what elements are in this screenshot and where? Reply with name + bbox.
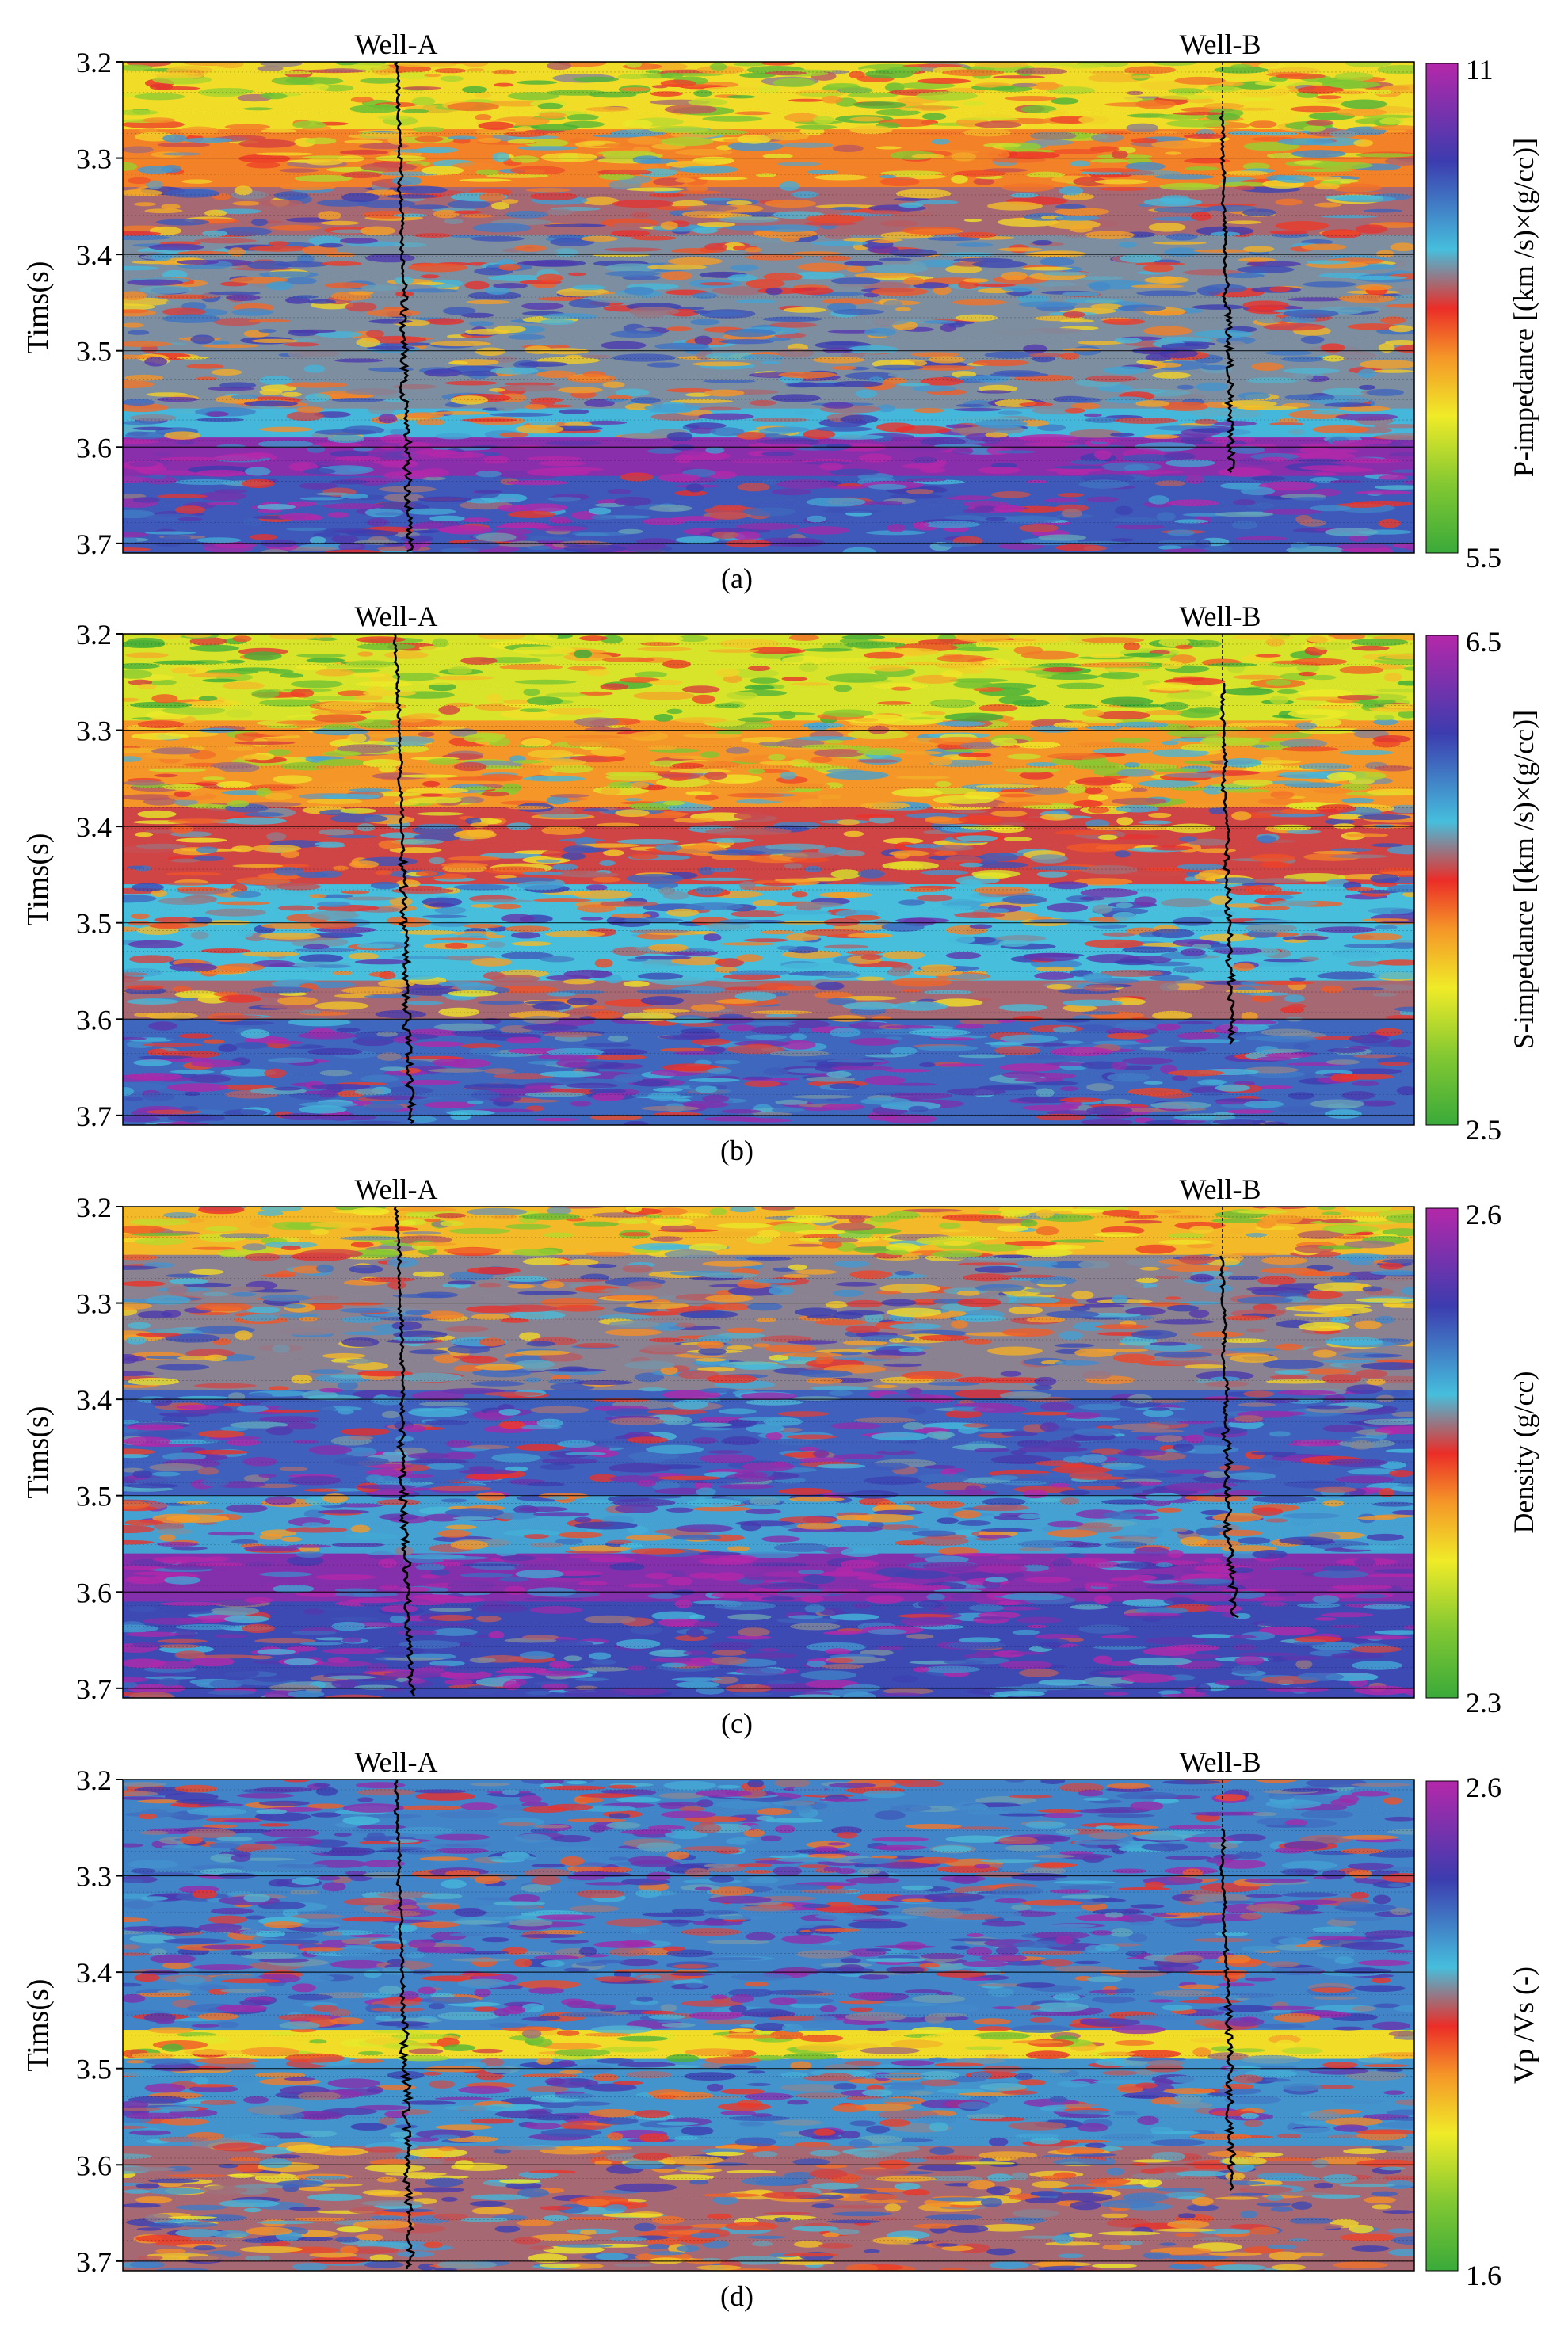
y-tick-label: 3.4 — [76, 1384, 112, 1416]
panel-label: (d) — [720, 2280, 753, 2312]
y-tick-label: 3.4 — [76, 239, 112, 271]
y-tick-label: 3.5 — [76, 2054, 112, 2085]
plot-frame — [122, 1779, 1415, 2272]
colorbar-max-label: 6.5 — [1466, 626, 1501, 658]
panel-label: (a) — [721, 563, 753, 594]
colorbar — [1425, 635, 1459, 1126]
well-log-trace — [1219, 1255, 1239, 1619]
well-log-trace — [392, 634, 417, 1124]
plot-frame — [122, 61, 1415, 554]
y-tick-label: 3.5 — [76, 908, 112, 940]
well-log-trace — [393, 1780, 415, 2270]
y-tick-label: 3.7 — [76, 1673, 112, 1705]
colorbar-min-label: 5.5 — [1466, 542, 1501, 574]
colorbar — [1425, 1207, 1459, 1699]
well-label: Well-A — [354, 1173, 437, 1205]
y-tick-label: 3.3 — [76, 1861, 112, 1893]
seismic-section — [123, 1207, 1414, 1698]
well-log-trace — [1219, 1828, 1237, 2192]
well-log-trace — [393, 1207, 416, 1697]
y-tick-label: 3.7 — [76, 528, 112, 560]
y-tick-label: 3.5 — [76, 1481, 112, 1513]
plot-frame — [122, 1206, 1415, 1699]
colorbar — [1425, 1780, 1459, 2272]
y-tick-label: 3.2 — [76, 1764, 112, 1796]
seismic-section — [123, 62, 1414, 553]
well-label: Well-A — [354, 29, 437, 60]
colorbar-label: Density (g/cc) — [1508, 1371, 1539, 1534]
y-tick-label: 3.6 — [76, 432, 112, 463]
y-tick-label: 3.6 — [76, 1577, 112, 1608]
well-log-trace — [1219, 110, 1236, 473]
panel-c: 3.2 3.3 3.4 3.5 3.6 3.7 Tims(s) Well-A Well-B (c)… — [21, 1173, 1539, 1739]
y-tick-label: 3.7 — [76, 2246, 112, 2278]
colorbar-label: Vp /Vs (-) — [1508, 1967, 1539, 2084]
well-label: Well-B — [1179, 1746, 1261, 1778]
colorbar — [1425, 63, 1459, 554]
panel-label: (c) — [721, 1707, 753, 1739]
y-axis-label: Tims(s) — [21, 834, 55, 926]
colorbar-min-label: 1.6 — [1466, 2260, 1501, 2291]
seismic-section — [123, 1780, 1414, 2271]
well-log-trace — [393, 62, 414, 553]
well-label: Well-A — [354, 601, 437, 632]
y-tick-label: 3.6 — [76, 1004, 112, 1036]
y-tick-label: 3.3 — [76, 143, 112, 175]
seismic-section — [123, 634, 1414, 1125]
well-label: Well-B — [1179, 29, 1261, 60]
y-axis-label: Tims(s) — [21, 1406, 55, 1499]
y-tick-label: 3.3 — [76, 1288, 112, 1320]
colorbar-label: P-impedance [(km /s)×(g/cc)] — [1508, 138, 1539, 477]
y-axis-label: Tims(s) — [21, 1979, 55, 2072]
panel-a: 3.2 3.3 3.4 3.5 3.6 3.7 Tims(s) Well-A Well-B (a)… — [21, 29, 1539, 594]
y-tick-label: 3.4 — [76, 1957, 112, 1989]
well-log-trace — [1219, 682, 1237, 1045]
well-label: Well-A — [354, 1746, 437, 1778]
y-tick-label: 3.5 — [76, 336, 112, 368]
y-tick-label: 3.6 — [76, 2150, 112, 2181]
well-label: Well-B — [1179, 1173, 1261, 1205]
y-tick-label: 3.7 — [76, 1101, 112, 1132]
y-axis-label: Tims(s) — [21, 261, 55, 354]
plot-frame — [122, 633, 1415, 1126]
panel-label: (b) — [720, 1135, 753, 1166]
colorbar-max-label: 2.6 — [1466, 1199, 1501, 1230]
y-tick-label: 3.3 — [76, 715, 112, 747]
panel-d: 3.2 3.3 3.4 3.5 3.6 3.7 Tims(s) Well-A Well-B (d)… — [21, 1746, 1539, 2312]
panel-b: 3.2 3.3 3.4 3.5 3.6 3.7 Tims(s) Well-A Well-B (b)… — [21, 601, 1539, 1166]
y-tick-label: 3.2 — [76, 1192, 112, 1223]
colorbar-min-label: 2.5 — [1466, 1114, 1501, 1146]
y-tick-label: 3.4 — [76, 811, 112, 843]
y-tick-label: 3.2 — [76, 47, 112, 78]
colorbar-min-label: 2.3 — [1466, 1687, 1501, 1719]
colorbar-label: S-impedance [(km /s)×(g/cc)] — [1508, 710, 1539, 1049]
well-label: Well-B — [1179, 601, 1261, 632]
y-tick-label: 3.2 — [76, 619, 112, 650]
colorbar-max-label: 11 — [1466, 54, 1494, 86]
colorbar-max-label: 2.6 — [1466, 1772, 1501, 1803]
